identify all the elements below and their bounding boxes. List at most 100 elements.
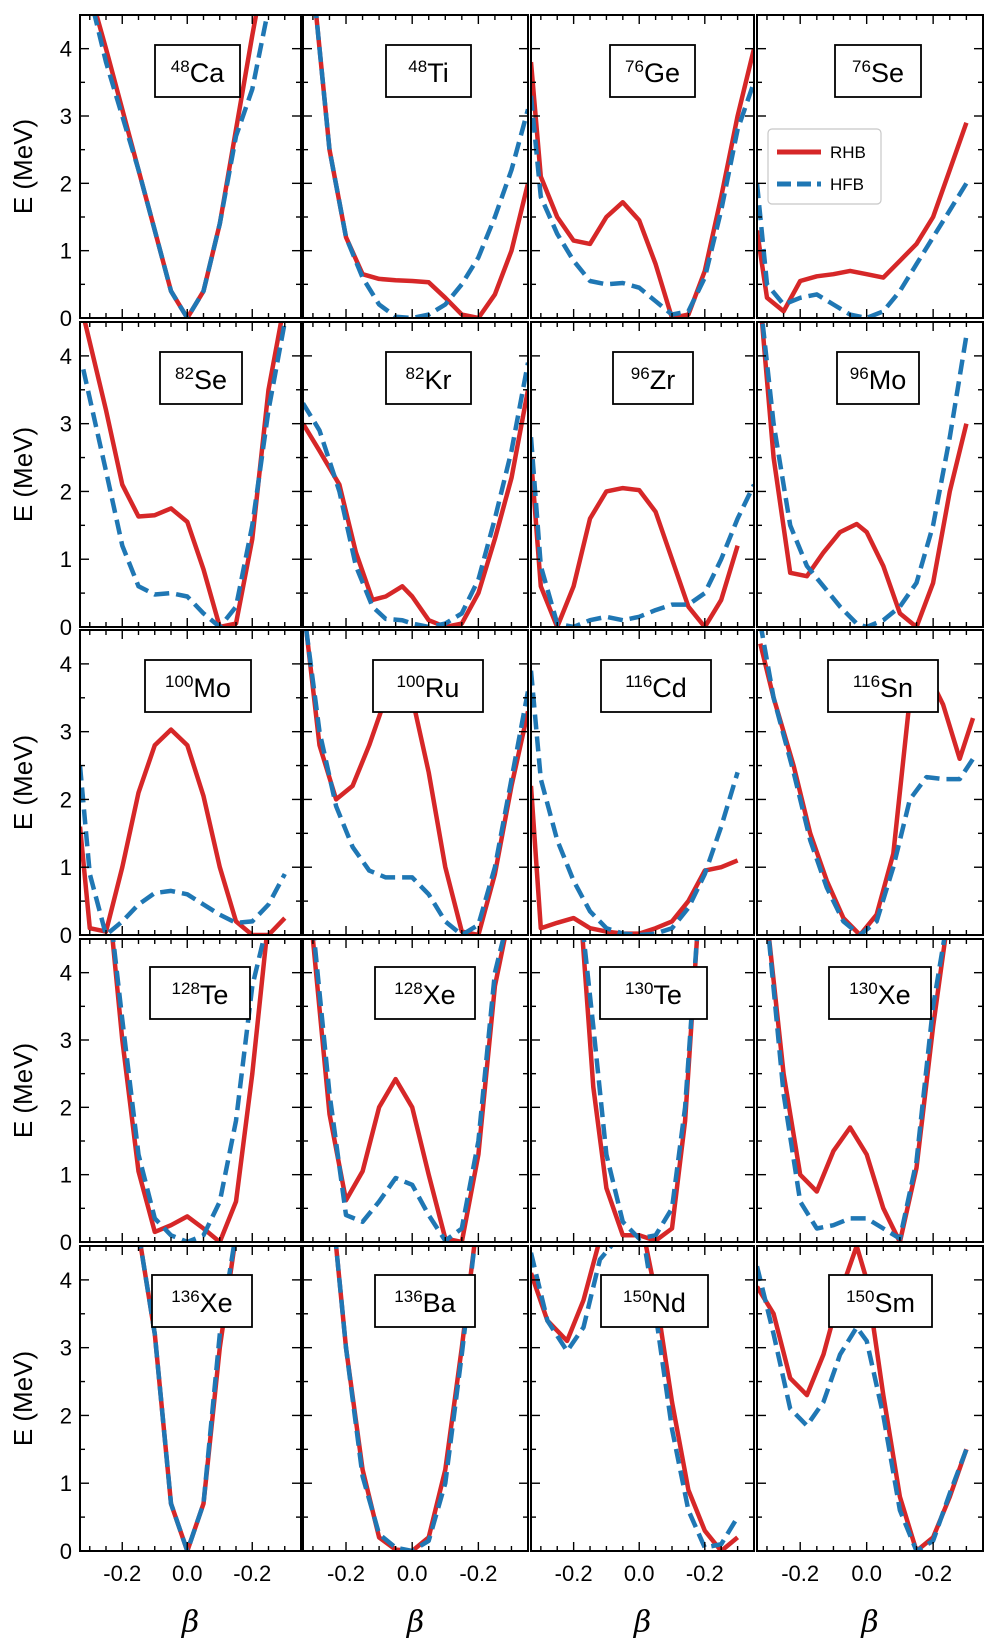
mass-number: 128 xyxy=(394,979,422,998)
x-tick-label: -0.2 xyxy=(781,1561,819,1586)
series-rhb-76ge xyxy=(531,48,754,318)
panel-116cd: 116Cd xyxy=(530,629,755,936)
panel-frame xyxy=(756,938,984,1243)
svg-text:76Ge: 76Ge xyxy=(625,57,680,88)
series-rhb-136xe xyxy=(138,1246,237,1551)
nucleus-label-116sn: 116Sn xyxy=(827,659,939,713)
svg-text:150Nd: 150Nd xyxy=(623,1287,686,1318)
curves-96mo xyxy=(759,322,969,627)
series-hfb-48ti xyxy=(313,15,528,318)
curves-136xe xyxy=(138,1246,237,1551)
panel-100ru: 100Ru xyxy=(302,629,529,936)
mass-number: 116 xyxy=(853,672,880,691)
mass-number: 100 xyxy=(165,672,193,691)
series-hfb-150sm xyxy=(757,1265,969,1551)
y-tick-label: 0 xyxy=(60,923,72,948)
y-tick-label: 2 xyxy=(60,1403,72,1428)
panel-frame xyxy=(302,14,529,319)
curves-76se xyxy=(757,121,969,318)
panel-128te: 128Te 0 1 2 3 4 xyxy=(60,938,302,1255)
element-symbol: Cd xyxy=(652,673,687,703)
mass-number: 96 xyxy=(631,364,650,383)
curves-76ge xyxy=(531,48,754,318)
curves-130xe xyxy=(766,939,948,1242)
nucleus-label-76ge: 76Ge xyxy=(609,44,696,98)
series-rhb-116cd xyxy=(531,785,739,935)
y-tick-label: 0 xyxy=(60,306,72,331)
svg-text:128Xe: 128Xe xyxy=(394,979,455,1010)
ticks-130xe xyxy=(757,939,983,1242)
element-symbol: Mo xyxy=(869,365,907,395)
x-tick-label: 0.0 xyxy=(851,1561,882,1586)
panel-100mo: 100Mo 0 1 2 3 4 xyxy=(60,629,302,948)
y-tick-label: 3 xyxy=(60,1028,72,1053)
svg-text:136Ba: 136Ba xyxy=(394,1287,456,1318)
element-symbol: Ru xyxy=(425,673,460,703)
panel-frame xyxy=(756,321,984,628)
nucleus-label-136xe: 136Xe xyxy=(151,1274,253,1328)
series-hfb-100mo xyxy=(80,765,287,935)
nucleus-label-128xe: 128Xe xyxy=(374,966,476,1020)
y-tick-label: 1 xyxy=(60,239,72,264)
series-hfb-128te xyxy=(110,939,266,1242)
ticks-116cd xyxy=(531,630,754,935)
mass-number: 136 xyxy=(394,1287,422,1306)
panel-frame xyxy=(79,629,302,936)
y-tick-label: 2 xyxy=(60,1095,72,1120)
element-symbol: Se xyxy=(194,365,227,395)
panel-130te: 130Te xyxy=(530,938,755,1243)
series-hfb-130xe xyxy=(766,939,947,1241)
panel-76ge: 76Ge xyxy=(530,14,755,319)
x-tick-label: -0.2 xyxy=(103,1561,141,1586)
panel-136ba: 136Ba -0.2 0.0 -0.2 xyxy=(302,1245,529,1586)
y-axis-label: E (MeV) xyxy=(8,427,38,522)
element-symbol: Kr xyxy=(424,365,451,395)
series-hfb-136xe xyxy=(138,1246,237,1551)
element-symbol: Te xyxy=(200,980,229,1010)
panel-frame xyxy=(302,1245,529,1552)
svg-text:82Kr: 82Kr xyxy=(406,364,452,395)
series-rhb-130xe xyxy=(766,939,948,1242)
nucleus-label-116cd: 116Cd xyxy=(600,659,712,713)
mass-number: 96 xyxy=(850,364,869,383)
curves-128te xyxy=(110,939,269,1242)
legend: RHB HFB xyxy=(767,128,882,205)
panel-frame xyxy=(530,321,755,628)
mass-number: 76 xyxy=(852,57,871,76)
curves-82se xyxy=(81,322,288,627)
series-hfb-128xe xyxy=(311,939,506,1242)
series-hfb-150nd xyxy=(531,1246,740,1550)
element-symbol: Ca xyxy=(190,58,225,88)
y-tick-label: 3 xyxy=(60,104,72,129)
ticks-128te xyxy=(80,939,301,1242)
series-rhb-150nd xyxy=(531,1246,740,1551)
y-tick-label: 0 xyxy=(60,1539,72,1564)
nucleus-label-48ti: 48Ti xyxy=(385,44,472,98)
x-tick-label: 0.0 xyxy=(397,1561,428,1586)
panel-82kr: 82Kr xyxy=(302,321,529,628)
x-tick-label: 0.0 xyxy=(172,1561,203,1586)
ticks-150sm xyxy=(757,1246,983,1551)
element-symbol: Ge xyxy=(644,58,680,88)
nucleus-label-150sm: 150Sm xyxy=(828,1274,933,1328)
panel-82se: 82Se 0 1 2 3 4 xyxy=(60,321,302,640)
y-tick-label: 0 xyxy=(60,1230,72,1255)
panel-frame xyxy=(302,629,529,936)
svg-text:130Xe: 130Xe xyxy=(849,979,910,1010)
panel-48ca: 48Ca 0 1 2 3 4 xyxy=(60,14,302,331)
nucleus-label-128te: 128Te xyxy=(149,966,251,1020)
x-tick-label: -0.2 xyxy=(459,1561,497,1586)
x-tick-label: -0.2 xyxy=(233,1561,271,1586)
y-axis-label: E (MeV) xyxy=(8,1043,38,1138)
panel-frame xyxy=(756,14,984,319)
y-tick-label: 1 xyxy=(60,855,72,880)
series-hfb-76ge xyxy=(531,81,754,317)
nucleus-label-130xe: 130Xe xyxy=(828,966,932,1020)
nucleus-label-100ru: 100Ru xyxy=(372,659,484,713)
series-hfb-136ba xyxy=(333,1246,477,1551)
panel-76se: 76Se RHB HFB xyxy=(756,14,984,319)
mass-number: 130 xyxy=(625,979,653,998)
x-axis-label: β xyxy=(181,1605,199,1640)
mass-number: 150 xyxy=(623,1287,651,1306)
